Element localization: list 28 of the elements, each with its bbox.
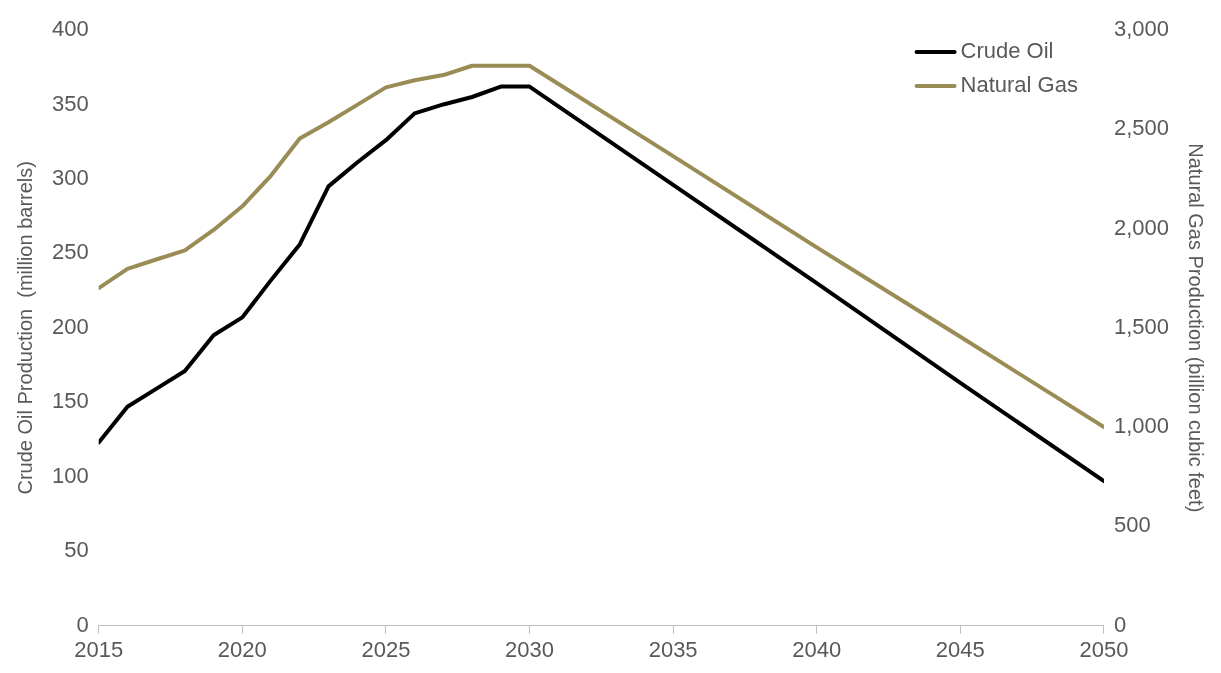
y-tick-label: 150 bbox=[51, 388, 89, 414]
y-tick-label: 0 bbox=[76, 611, 89, 637]
y-tick-label: 100 bbox=[51, 462, 89, 488]
y2-tick-label: 1,000 bbox=[1113, 413, 1170, 439]
y-tick-label: 250 bbox=[51, 239, 89, 265]
y-axis-title: Crude Oil Production (million barrels) bbox=[13, 161, 36, 495]
y-tick-label: 300 bbox=[51, 164, 89, 190]
x-tick-label: 2025 bbox=[361, 636, 411, 662]
x-tick-label: 2030 bbox=[505, 636, 554, 662]
x-tick-label: 2045 bbox=[935, 636, 985, 662]
y-tick-label: 200 bbox=[51, 313, 89, 339]
x-tick-label: 2050 bbox=[1079, 636, 1129, 662]
y-tick-label: 350 bbox=[51, 90, 89, 116]
y2-tick-label: 1,500 bbox=[1113, 313, 1170, 339]
y-tick-label: 50 bbox=[64, 537, 89, 563]
y2-tick-label: 2,000 bbox=[1113, 214, 1170, 240]
y2-axis-title: Natural Gas Production (billion cubic feet) bbox=[1185, 143, 1208, 513]
x-tick-label: 2015 bbox=[74, 636, 124, 662]
y2-tick-label: 2,500 bbox=[1113, 115, 1170, 141]
y-tick-label: 400 bbox=[51, 16, 89, 42]
x-tick-label: 2040 bbox=[792, 636, 842, 662]
x-tick-label: 2035 bbox=[648, 636, 698, 662]
x-tick-label: 2020 bbox=[217, 636, 267, 662]
y2-tick-label: 3,000 bbox=[1113, 16, 1170, 42]
legend-label: Crude Oil bbox=[960, 38, 1054, 64]
y2-tick-label: 500 bbox=[1113, 512, 1151, 538]
y2-tick-label: 0 bbox=[1113, 611, 1127, 637]
legend-label: Natural Gas bbox=[960, 72, 1078, 98]
